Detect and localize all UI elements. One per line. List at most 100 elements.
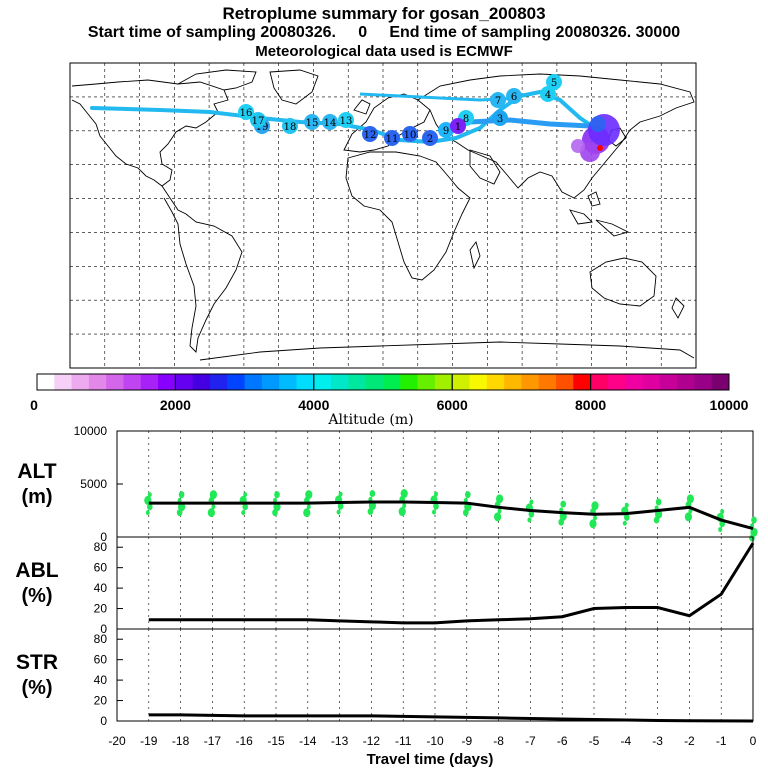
colorbar-swatch	[383, 374, 401, 390]
alt-scatter-point	[337, 502, 344, 510]
alt-scatter-point	[434, 491, 438, 497]
colorbar-tick: 8000	[575, 397, 606, 413]
cluster-marker	[362, 126, 378, 142]
alt-scatter-point	[529, 499, 534, 505]
colorbar-swatch	[677, 374, 695, 390]
cluster-marker	[282, 118, 298, 134]
alt-scatter-point	[497, 508, 502, 514]
cluster-label: 2	[427, 134, 433, 145]
alt-scatter-point	[589, 519, 597, 529]
source-blob	[590, 116, 606, 132]
map-graticule	[70, 63, 696, 368]
x-tick-label: 0	[750, 734, 757, 748]
str-y-tick-label: 0	[100, 714, 107, 728]
alt-scatter-point	[624, 502, 629, 508]
abl-y-tick-label: 40	[94, 581, 108, 595]
x-axis-label: Travel time (days)	[367, 751, 494, 768]
colorbar-swatch	[71, 374, 90, 390]
colorbar-tick: 6000	[437, 397, 468, 413]
alt-scatter-point	[527, 517, 532, 523]
colorbar-swatch	[140, 374, 159, 390]
alt-scatter-point	[432, 509, 436, 515]
cluster-marker	[546, 74, 562, 90]
alt-scatter-point	[242, 503, 248, 511]
colorbar-swatch	[659, 374, 678, 390]
x-tick-label: -1	[716, 734, 727, 748]
colorbar-swatch	[538, 374, 557, 390]
cluster-label: 11	[386, 134, 399, 145]
colorbar-tick: 2000	[160, 397, 191, 413]
cluster-marker	[450, 118, 466, 134]
abl-series-line	[148, 542, 755, 625]
alt-scatter-point	[145, 510, 150, 516]
alt-scatter-point	[241, 510, 246, 516]
cluster-label: 17	[252, 116, 265, 127]
cluster-marker	[238, 104, 254, 120]
x-tick-label: -5	[589, 734, 600, 748]
alt-scatter-point	[147, 492, 152, 498]
colorbar-swatch	[642, 374, 661, 390]
x-tick-label: -18	[172, 734, 190, 748]
alt-scatter-point	[147, 503, 153, 511]
x-tick-label: -9	[461, 734, 472, 748]
cluster-label: 10	[404, 130, 417, 141]
cluster-label: 1	[455, 122, 461, 133]
alt-scatter-point	[306, 504, 311, 510]
colorbar-swatch	[279, 374, 297, 390]
colorbar-swatch	[123, 374, 142, 390]
alt-scatter-point	[622, 520, 627, 526]
coastlines	[71, 69, 695, 361]
alt-scatter-point	[207, 508, 215, 518]
alt-scatter-point	[655, 498, 662, 506]
cluster-marker	[540, 86, 556, 102]
colorbar-swatch	[244, 374, 263, 390]
colorbar-swatch	[694, 374, 713, 390]
x-tick-label: -12	[363, 734, 381, 748]
x-tick-label: -15	[267, 734, 285, 748]
alt-scatter-point	[433, 502, 439, 510]
cluster-label: 7	[495, 96, 501, 107]
colorbar-swatch	[573, 374, 591, 390]
str-series-line	[148, 713, 754, 723]
str-panel-title: STR	[16, 651, 58, 674]
plume-branch-2	[469, 117, 591, 129]
colorbar-swatch	[434, 374, 453, 390]
cluster-label: 5	[551, 78, 557, 89]
alt-y-tick-label: 0	[100, 530, 107, 544]
x-tick-label: -17	[204, 734, 222, 748]
cluster-label: 9	[443, 126, 449, 137]
cluster-marker	[422, 130, 438, 146]
str-y-tick-label: 60	[94, 653, 108, 667]
colorbar-swatch	[313, 374, 332, 390]
colorbar-swatch	[607, 374, 626, 390]
cluster-label: 12	[364, 130, 377, 141]
alt-scatter-point	[369, 490, 376, 498]
cluster-label: 14	[324, 118, 337, 129]
alt-scatter-point	[624, 513, 630, 521]
cluster-marker	[506, 88, 522, 104]
cluster-label: 13	[340, 116, 353, 127]
alt-scatter-point	[402, 503, 407, 509]
alt-scatter-point	[496, 494, 504, 504]
alt-scatter-point	[528, 510, 535, 518]
x-tick-label: -7	[525, 734, 536, 748]
x-tick-label: -4	[620, 734, 631, 748]
colorbar-swatch	[711, 374, 730, 390]
alt-y-tick-label: 5000	[80, 477, 107, 491]
alt-scatter-point	[211, 504, 216, 510]
x-tick-label: -13	[331, 734, 349, 748]
abl-y-tick-label: 80	[94, 540, 108, 554]
abl-panel-title: ABL	[15, 559, 58, 582]
alt-scatter-point	[178, 491, 185, 499]
cluster-label: 18	[284, 122, 297, 133]
str-y-tick-label: 40	[94, 673, 108, 687]
alt-panel-title: ALT	[17, 460, 56, 483]
colorbar-swatch	[106, 374, 124, 390]
colorbar-swatch	[227, 374, 245, 390]
colorbar-frame	[36, 373, 730, 391]
alt-scatter-point	[465, 491, 471, 499]
alt-scatter-point	[305, 490, 313, 500]
colorbar-swatch	[452, 374, 470, 390]
abl-y-tick-label: 0	[100, 622, 107, 636]
